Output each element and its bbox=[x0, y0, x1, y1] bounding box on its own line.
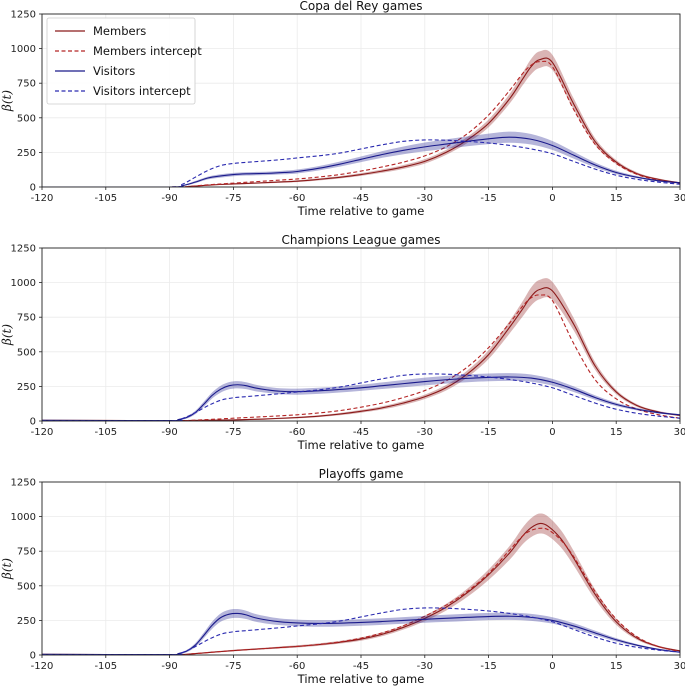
x-tick-label: -120 bbox=[31, 193, 54, 204]
y-axis-label: β(t) bbox=[0, 324, 14, 346]
series-line-members-intercept bbox=[42, 527, 680, 655]
chart-panel-1: -120 -105 -90 -75 -60 -45 -30 -15 0 15 30 0 250 500 75… bbox=[0, 0, 685, 218]
chart-title: Playoffs game bbox=[319, 467, 404, 481]
legend-entry-label: Members bbox=[93, 24, 146, 38]
x-tick-label: -60 bbox=[289, 193, 305, 204]
y-tick-label: 0 bbox=[30, 183, 36, 194]
y-tick-label: 1250 bbox=[11, 10, 36, 21]
y-tick-label: 1000 bbox=[11, 512, 36, 523]
x-tick-label: 30 bbox=[674, 427, 685, 438]
series-line-visitors bbox=[42, 136, 680, 187]
x-tick-label: -30 bbox=[417, 193, 433, 204]
y-tick-label: 750 bbox=[17, 313, 36, 324]
x-tick-label: -15 bbox=[480, 193, 496, 204]
x-tick-label: -45 bbox=[353, 661, 369, 672]
x-tick-label: -15 bbox=[480, 427, 496, 438]
x-tick-label: -105 bbox=[94, 661, 117, 672]
y-tick-label: 750 bbox=[17, 547, 36, 558]
x-tick-label: -45 bbox=[353, 193, 369, 204]
y-tick-label: 1250 bbox=[11, 478, 36, 489]
x-tick-label: -30 bbox=[417, 427, 433, 438]
legend-box bbox=[46, 17, 196, 105]
series-group bbox=[42, 49, 680, 187]
x-tick-label: -75 bbox=[225, 427, 241, 438]
y-tick-label: 1250 bbox=[11, 244, 36, 255]
x-tick-label: -105 bbox=[94, 193, 117, 204]
x-tick-label: 30 bbox=[674, 193, 685, 204]
x-tick-label: 0 bbox=[549, 193, 555, 204]
series-line-members-intercept bbox=[42, 60, 680, 187]
series-line-visitors-intercept bbox=[42, 607, 680, 655]
x-tick-label: -15 bbox=[480, 661, 496, 672]
x-tick-label: -120 bbox=[31, 427, 54, 438]
x-tick-label: 30 bbox=[674, 661, 685, 672]
legend-entry-label: Visitors bbox=[93, 64, 135, 78]
x-tick-label: -90 bbox=[161, 427, 177, 438]
y-tick-label: 500 bbox=[17, 347, 36, 358]
x-tick-label: -120 bbox=[31, 661, 54, 672]
series-line-visitors bbox=[42, 376, 680, 421]
x-tick-label: 15 bbox=[610, 193, 623, 204]
series-line-visitors-intercept bbox=[42, 373, 680, 421]
series-group bbox=[42, 278, 680, 421]
series-line-visitors-intercept bbox=[42, 139, 680, 187]
y-axis-label: β(t) bbox=[0, 90, 14, 112]
chart-panel-3: -120 -105 -90 -75 -60 -45 -30 -15 0 15 30 0 250 500 75… bbox=[0, 467, 685, 686]
series-line-members bbox=[42, 57, 680, 187]
confidence-band-members bbox=[42, 49, 680, 187]
y-tick-label: 250 bbox=[17, 616, 36, 627]
x-tick-label: -90 bbox=[161, 193, 177, 204]
x-axis-label: Time relative to game bbox=[297, 672, 425, 686]
y-tick-label: 0 bbox=[30, 417, 36, 428]
series-group bbox=[42, 513, 680, 655]
chart-panel-2: -120 -105 -90 -75 -60 -45 -30 -15 0 15 30 0 250 500 75… bbox=[0, 233, 685, 452]
x-tick-label: 15 bbox=[610, 427, 623, 438]
y-tick-label: 1000 bbox=[11, 278, 36, 289]
series-line-visitors bbox=[42, 612, 680, 655]
x-tick-label: -75 bbox=[225, 661, 241, 672]
x-tick-label: 0 bbox=[549, 661, 555, 672]
y-axis-label: β(t) bbox=[0, 558, 14, 580]
x-axis-label: Time relative to game bbox=[297, 438, 425, 452]
chart-title: Copa del Rey games bbox=[299, 0, 422, 13]
legend: Members Members intercept Visitors Visitors… bbox=[46, 17, 202, 105]
y-tick-label: 250 bbox=[17, 148, 36, 159]
confidence-band-members bbox=[42, 278, 680, 421]
y-tick-label: 250 bbox=[17, 382, 36, 393]
x-tick-label: -45 bbox=[353, 427, 369, 438]
x-tick-label: 0 bbox=[549, 427, 555, 438]
legend-entry-label: Members intercept bbox=[93, 44, 202, 58]
x-tick-label: -105 bbox=[94, 427, 117, 438]
y-tick-label: 1000 bbox=[11, 44, 36, 55]
series-line-members-intercept bbox=[42, 294, 680, 421]
x-tick-label: -30 bbox=[417, 661, 433, 672]
x-axis-label: Time relative to game bbox=[297, 204, 425, 218]
x-tick-label: -90 bbox=[161, 661, 177, 672]
x-tick-label: -60 bbox=[289, 661, 305, 672]
chart-title: Champions League games bbox=[282, 233, 441, 247]
x-tick-label: 15 bbox=[610, 661, 623, 672]
y-tick-label: 500 bbox=[17, 581, 36, 592]
y-tick-label: 750 bbox=[17, 79, 36, 90]
legend-entry-label: Visitors intercept bbox=[93, 84, 191, 98]
y-tick-label: 500 bbox=[17, 113, 36, 124]
x-tick-label: -60 bbox=[289, 427, 305, 438]
y-tick-label: 0 bbox=[30, 651, 36, 662]
x-tick-label: -75 bbox=[225, 193, 241, 204]
series-line-members bbox=[42, 287, 680, 421]
